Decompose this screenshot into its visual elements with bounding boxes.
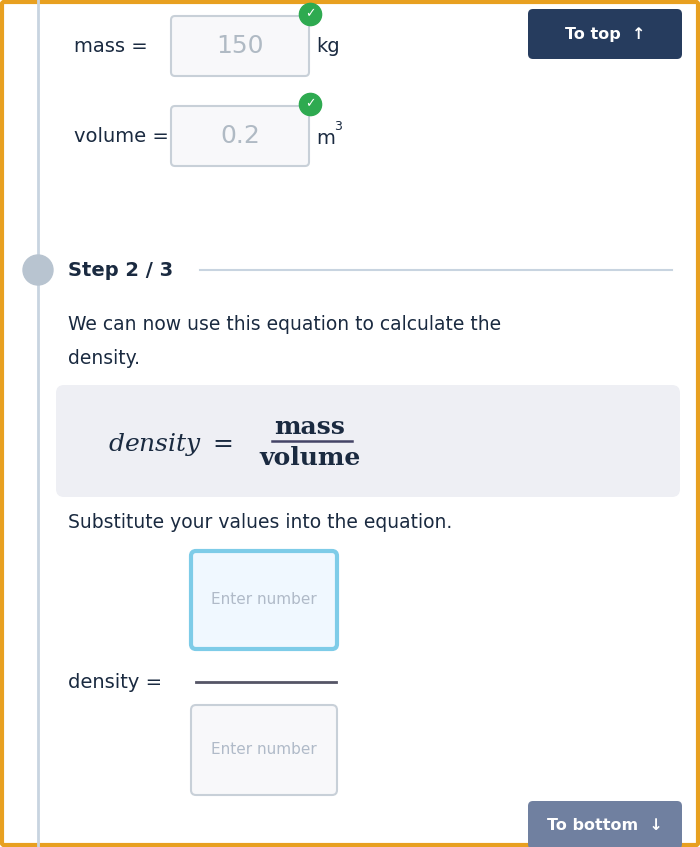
FancyBboxPatch shape <box>528 801 682 847</box>
FancyBboxPatch shape <box>191 705 337 795</box>
Text: volume: volume <box>259 446 360 470</box>
Text: m: m <box>316 129 335 147</box>
Text: To bottom  ↓: To bottom ↓ <box>547 817 663 833</box>
Text: We can now use this equation to calculate the: We can now use this equation to calculat… <box>68 315 501 335</box>
FancyBboxPatch shape <box>191 551 337 649</box>
Text: density =: density = <box>68 673 162 691</box>
Text: ✓: ✓ <box>304 97 315 110</box>
FancyBboxPatch shape <box>528 9 682 59</box>
Text: 0.2: 0.2 <box>220 124 260 148</box>
Text: density $=$: density $=$ <box>108 431 233 458</box>
Text: 3: 3 <box>334 119 342 132</box>
Text: kg: kg <box>316 36 340 56</box>
Text: Step 2 / 3: Step 2 / 3 <box>68 261 173 280</box>
FancyBboxPatch shape <box>171 106 309 166</box>
Text: To top  ↑: To top ↑ <box>565 26 645 42</box>
Text: mass: mass <box>274 415 345 439</box>
Text: Enter number: Enter number <box>211 743 317 757</box>
Text: ✓: ✓ <box>304 8 315 20</box>
Text: volume =: volume = <box>74 126 169 146</box>
Text: 150: 150 <box>216 34 264 58</box>
Text: mass =: mass = <box>74 36 148 56</box>
Circle shape <box>23 255 53 285</box>
FancyBboxPatch shape <box>56 385 680 497</box>
FancyBboxPatch shape <box>171 16 309 76</box>
Text: Enter number: Enter number <box>211 593 317 607</box>
Text: density.: density. <box>68 348 140 368</box>
Text: Substitute your values into the equation.: Substitute your values into the equation… <box>68 512 452 532</box>
